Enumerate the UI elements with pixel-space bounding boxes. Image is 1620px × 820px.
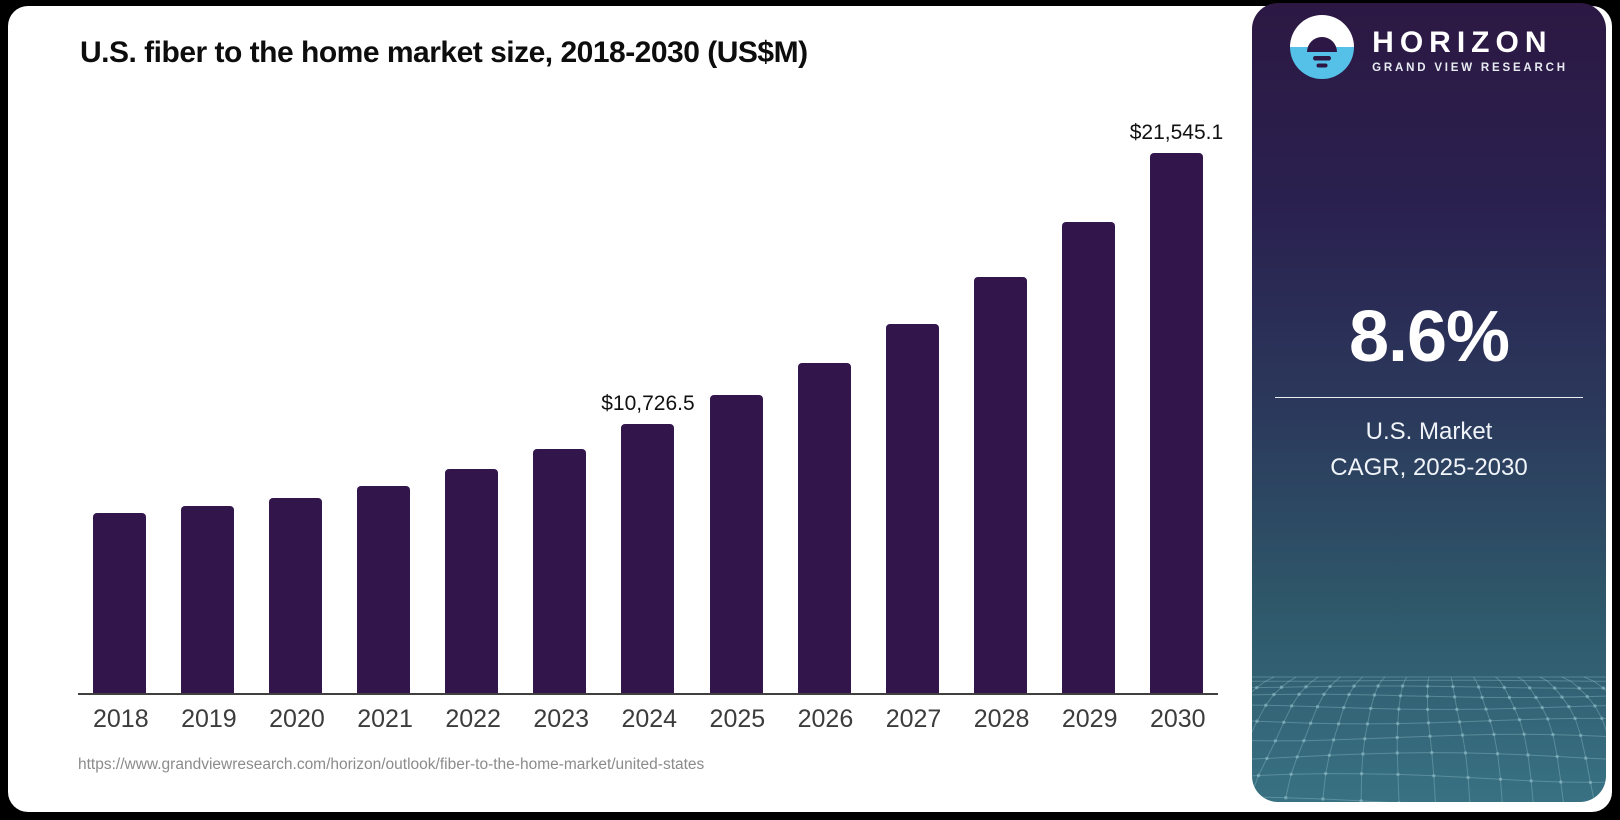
- bar-plot: $10,726.5 $21,545.1: [78, 121, 1223, 695]
- bar-value-label: $21,545.1: [1129, 121, 1224, 144]
- stat-divider: [1275, 397, 1583, 398]
- stat-caption-line2: CAGR, 2025-2030: [1330, 454, 1528, 481]
- mesh-decoration: [1252, 676, 1606, 802]
- x-axis-label: 2018: [93, 705, 149, 733]
- bar: [93, 512, 146, 693]
- bar: [269, 497, 323, 693]
- x-axis-label: 2024: [621, 705, 678, 733]
- stat-value: 8.6%: [1348, 297, 1510, 377]
- bar: [533, 449, 587, 693]
- x-axis-label: 2020: [269, 705, 325, 733]
- bar: [885, 324, 939, 693]
- brand-subtitle: GRAND VIEW RESEARCH: [1372, 61, 1568, 74]
- chart-title: U.S. fiber to the home market size, 2018…: [80, 36, 808, 69]
- x-axis-label: 2026: [797, 705, 854, 733]
- bar: $10,726.5: [601, 392, 695, 693]
- x-axis-label: 2027: [885, 705, 942, 733]
- bar: [357, 485, 411, 693]
- bar: [973, 276, 1027, 693]
- horizon-sun-icon: [1290, 15, 1355, 84]
- stat-block: 8.6% U.S. Market CAGR, 2025-2030: [1252, 301, 1606, 486]
- bar: [445, 469, 499, 693]
- bar: [797, 363, 851, 693]
- bar: [1061, 221, 1115, 693]
- stat-caption-line1: U.S. Market: [1365, 418, 1493, 445]
- bar: [709, 395, 763, 693]
- x-axis-label: 2021: [357, 705, 413, 733]
- bar: $21,545.1: [1130, 121, 1223, 693]
- x-axis-labels: 2018 2019 2020 2021 2022 2023 2024 2025 2026 2027…: [78, 705, 1218, 734]
- x-axis-label: 2028: [973, 705, 1030, 733]
- bar: [181, 505, 235, 693]
- x-axis-label: 2029: [1061, 705, 1118, 733]
- sidebar-panel: HORIZON GRAND VIEW RESEARCH 8.6% U.S. Ma…: [1252, 3, 1606, 802]
- x-axis-label: 2025: [709, 705, 766, 733]
- x-axis-label: 2019: [181, 705, 237, 733]
- x-axis-label: 2022: [445, 705, 501, 733]
- brand-text: HORIZON GRAND VIEW RESEARCH: [1372, 26, 1568, 74]
- bar-value-label: $10,726.5: [601, 392, 695, 416]
- x-axis-label: 2030: [1149, 705, 1206, 733]
- brand-name: HORIZON: [1372, 25, 1553, 59]
- x-axis-label: 2023: [533, 705, 590, 733]
- source-url: https://www.grandviewresearch.com/horizo…: [78, 756, 705, 773]
- horizon-logo: HORIZON GRAND VIEW RESEARCH: [1252, 15, 1606, 84]
